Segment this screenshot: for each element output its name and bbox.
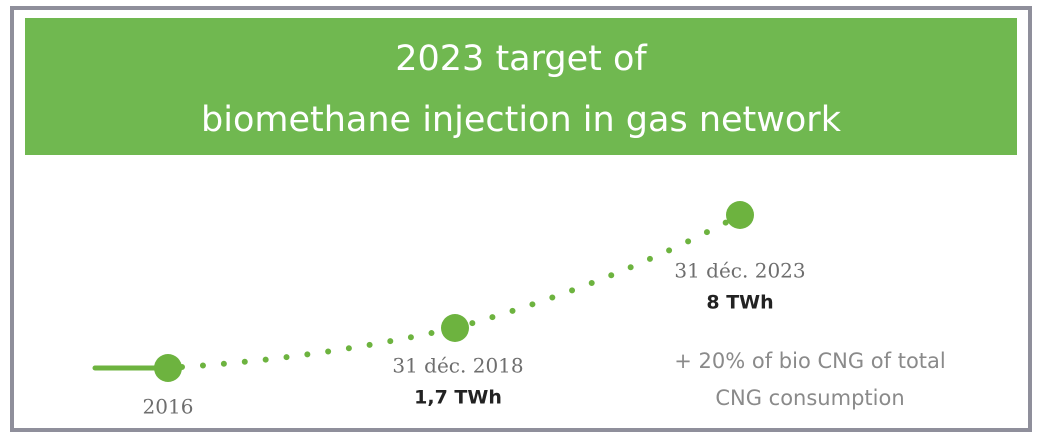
title-line: 2023 target of	[395, 39, 647, 79]
milestone-date: 31 déc. 2023	[674, 259, 805, 283]
milestone-dot	[441, 314, 469, 342]
title-line: biomethane injection in gas network	[201, 100, 842, 140]
note-line: CNG consumption	[715, 386, 904, 410]
milestone-date: 2016	[143, 395, 194, 419]
note-line: + 20% of bio CNG of total	[674, 349, 945, 373]
milestone-value: 1,7 TWh	[414, 387, 502, 409]
milestone-dot	[726, 201, 754, 229]
milestone-value: 8 TWh	[706, 292, 773, 314]
header-band	[25, 18, 1017, 155]
milestone-date: 31 déc. 2018	[392, 354, 523, 378]
milestone-dot	[154, 354, 182, 382]
milestone-labels: 2016 31 déc. 2018 1,7 TWh 31 déc. 2023 8 TWh	[143, 259, 806, 419]
